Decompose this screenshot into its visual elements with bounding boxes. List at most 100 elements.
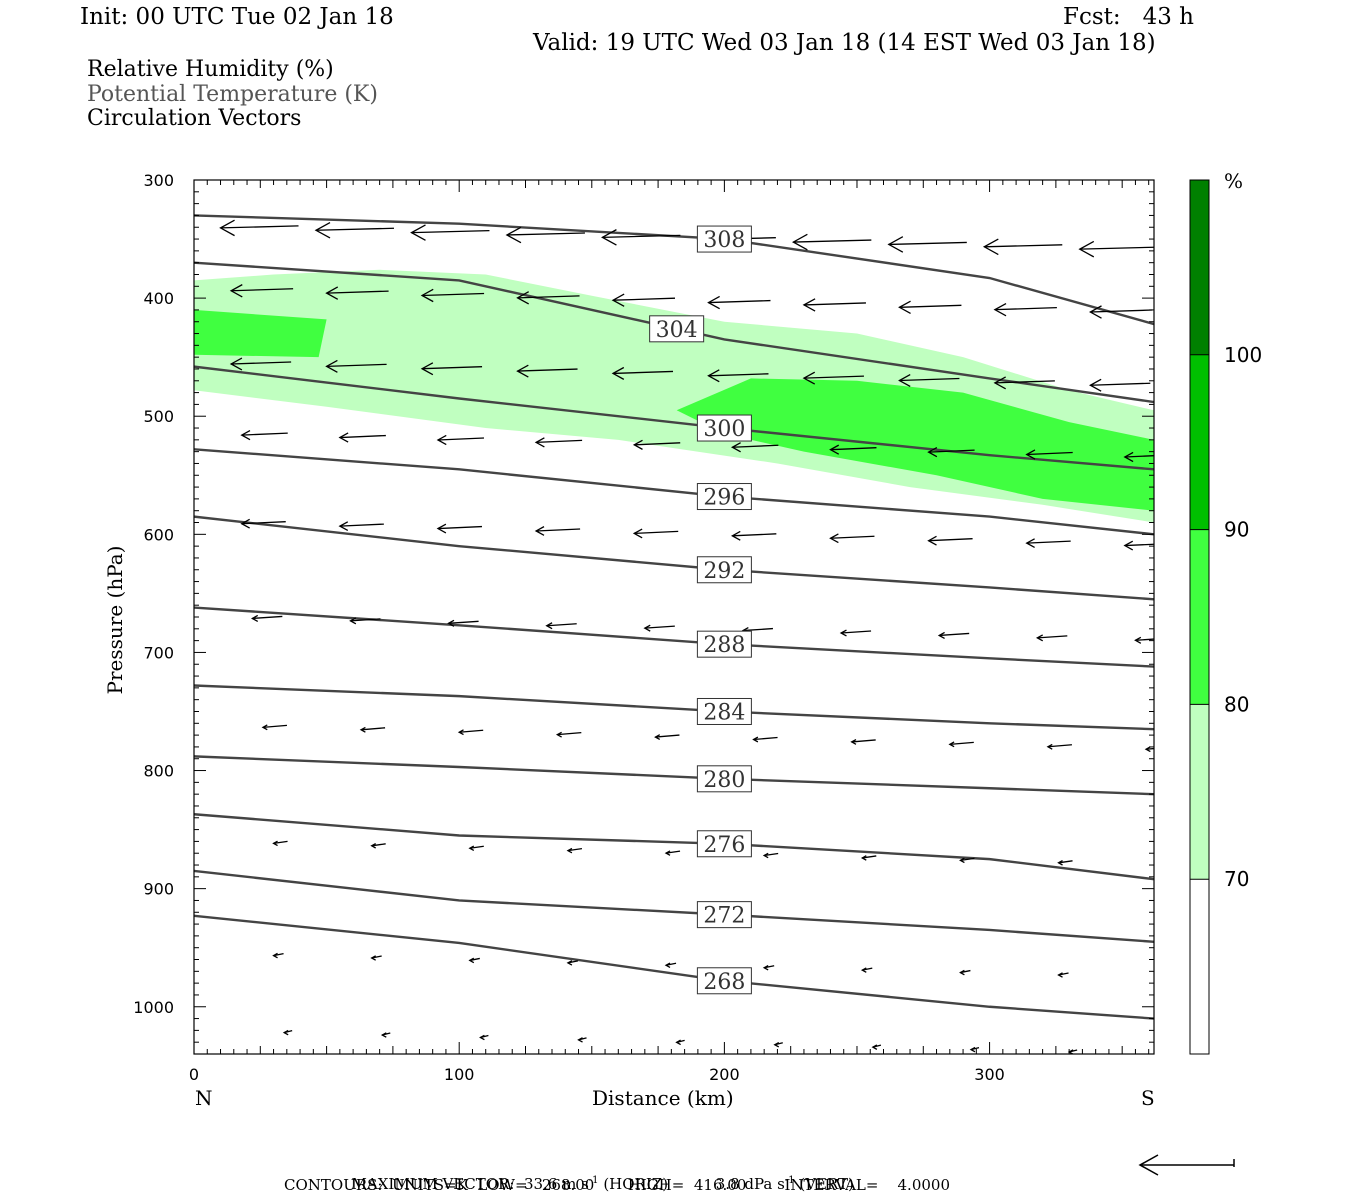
vert-tag: (VERT) [799,1175,854,1193]
max-vector-vert: 3.8 dPa s [715,1175,785,1193]
vector-shaft [1026,540,1071,544]
vector-head [436,523,447,534]
vector-shaft [252,615,283,620]
rh-region-80 [676,378,1154,511]
vector-head [829,444,840,455]
field-rh: Relative Humidity (%) [87,57,334,82]
theta-contour-288 [194,606,1154,668]
vector-shaft [437,437,485,441]
vector-shaft [517,368,578,372]
vector-head [240,518,250,529]
y-tick-label: 800 [143,762,174,781]
vector-head [370,955,376,961]
field-vectors: Circulation Vectors [87,106,302,131]
theta-label-box [649,315,705,343]
vector-head [850,738,857,745]
vector-shaft [262,724,288,729]
colorbar-level-label: 90 [1224,518,1249,542]
vector-shaft [753,736,778,741]
theta-label-box [696,556,752,584]
vector-head [1078,240,1095,258]
vector-shaft [644,625,675,629]
colorbar-level-label: 80 [1224,692,1249,716]
field-theta: Potential Temperature (K) [87,82,378,107]
vector-head [791,233,808,251]
theta-label-box [696,765,752,793]
x-tick-label: 0 [189,1065,199,1084]
vector-head [240,429,251,441]
vector-shaft [994,380,1055,384]
colorbar-segment [1190,180,1209,355]
vector-shaft [851,739,876,743]
vector-head [654,734,661,741]
theta-label: 284 [703,700,745,725]
vector-head [948,741,955,748]
x-tick-label: 300 [974,1065,1005,1084]
vector-shaft [361,727,386,731]
valid-time: Valid: 19 UTC Wed 03 Jan 18 (14 EST Wed … [533,30,1156,56]
vector-head [664,962,671,969]
vector-shaft [888,241,967,246]
vector-shaft [634,530,679,535]
vector-head [436,434,447,446]
vector-shaft [1047,744,1072,748]
vector-head [675,1039,681,1046]
vector-head [566,847,573,854]
x-axis-label: Distance (km) [592,1086,734,1110]
vector-head [611,366,625,380]
vector-shaft [708,373,769,377]
init-time: Init: 00 UTC Tue 02 Jan 18 [80,4,394,30]
vector-shaft [231,361,292,365]
vector-head [457,729,464,736]
vector-head [338,432,349,443]
vector-shaft [602,234,681,238]
vector-head [1046,743,1053,750]
vector-shaft [984,244,1063,248]
vector-head [468,845,475,851]
vector-head [643,624,651,632]
vector-head [802,371,816,385]
max-vector-horiz: 33.6 m s [523,1175,589,1193]
vector-head [1057,860,1063,866]
y-axis-label: Pressure (hPa) [103,545,127,695]
vector-head [707,369,720,383]
vector-head [959,857,965,864]
vector-head [773,1041,780,1048]
max-vector-line: MAXIMUM VECTOR: 33.6 m s-1 (HORIZ) 3.8 d… [342,1157,854,1193]
vector-shaft [339,434,386,439]
vector-head [1123,451,1134,463]
vector-shaft [326,363,387,367]
vector-shaft [1145,747,1154,750]
vector-head [959,969,965,976]
vector-shaft [634,442,681,446]
vector-head [632,528,643,539]
vector-head [229,357,243,371]
vector-shaft [546,623,577,627]
vector-shaft [928,538,973,542]
vector-shaft [732,444,779,448]
theta-label-box [696,967,752,995]
vector-head [1089,305,1102,319]
vector-head [993,302,1007,317]
vector-head [534,437,545,448]
reference-vector-arrow [1138,1154,1235,1176]
vector-shaft [371,843,386,847]
vector-head [611,293,625,307]
forecast-hour: Fcst: 43 h [1063,4,1194,30]
vector-head [325,359,338,373]
vector-head [632,439,643,450]
vector-shaft [665,850,681,854]
vector-head [752,736,759,743]
vector-shaft [411,229,490,234]
vector-shaft [1079,246,1154,250]
vector-shaft [939,632,970,637]
theta-contour-292 [194,515,1154,601]
colorbar-unit: % [1224,169,1244,193]
theta-label: 308 [703,228,745,253]
vector-head [829,533,839,544]
theta-label: 292 [703,559,745,584]
y-tick-label: 1000 [133,998,174,1017]
theta-label: 304 [656,318,698,343]
vector-shaft [536,528,581,532]
vector-head [314,221,331,239]
